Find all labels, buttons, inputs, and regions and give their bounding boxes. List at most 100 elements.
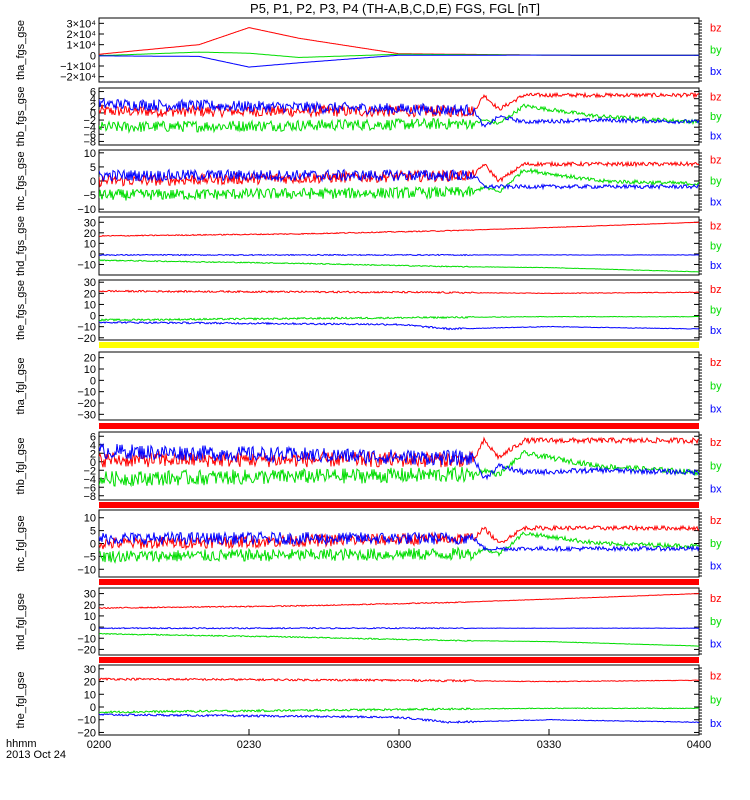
y-tick-label: 5 bbox=[90, 526, 96, 538]
series-by-line bbox=[99, 259, 699, 273]
y-axis-label: tha_fgl_gse bbox=[15, 358, 27, 415]
series-bz-line bbox=[99, 160, 699, 188]
y-tick-label: 10 bbox=[84, 689, 96, 701]
y-tick-label: −20 bbox=[77, 333, 96, 345]
series-bx-line bbox=[99, 530, 699, 553]
panel-frame bbox=[98, 431, 700, 501]
status-bar bbox=[99, 342, 699, 348]
legend-by: by bbox=[710, 111, 722, 123]
y-tick-label: 10 bbox=[84, 238, 96, 250]
y-tick-label: 30 bbox=[84, 664, 96, 676]
legend-bz: bz bbox=[710, 437, 722, 449]
series-by-line bbox=[99, 632, 699, 647]
x-tick-label: 0230 bbox=[237, 739, 261, 751]
legend-bz: bz bbox=[710, 284, 722, 296]
time-label-hhmm: hhmm bbox=[6, 738, 37, 750]
legend-bx: bx bbox=[710, 325, 722, 337]
y-tick-label: 0 bbox=[90, 539, 96, 551]
panel-frame bbox=[98, 587, 700, 656]
series-bx-line bbox=[99, 97, 699, 128]
series-bz-line bbox=[99, 436, 699, 468]
y-tick-label: 0 bbox=[90, 311, 96, 323]
y-tick-label: 20 bbox=[84, 600, 96, 612]
legend-by: by bbox=[710, 175, 722, 187]
y-axis-label: thd_fgl_gse bbox=[15, 593, 27, 650]
y-tick-label: −10 bbox=[77, 259, 96, 271]
series-bx-line bbox=[99, 168, 699, 191]
legend-by: by bbox=[710, 616, 722, 628]
y-tick-label: 5 bbox=[90, 162, 96, 174]
y-tick-label: 20 bbox=[84, 677, 96, 689]
legend-bz: bz bbox=[710, 357, 722, 369]
y-tick-label: 10 bbox=[84, 299, 96, 311]
series-by-line bbox=[99, 450, 699, 488]
series-bz-line bbox=[99, 524, 699, 551]
y-tick-label: 3×10⁴ bbox=[66, 18, 96, 30]
x-tick-label: 0330 bbox=[537, 739, 561, 751]
y-tick-label: −6 bbox=[83, 129, 96, 141]
y-tick-label: −10 bbox=[77, 633, 96, 645]
legend-bx: bx bbox=[710, 718, 722, 730]
legend-by: by bbox=[710, 44, 722, 56]
y-axis-label: thc_fgs_gse bbox=[15, 151, 27, 210]
status-bar bbox=[99, 657, 699, 663]
status-bar bbox=[99, 502, 699, 508]
y-tick-label: 2 bbox=[90, 448, 96, 460]
y-tick-label: 10 bbox=[84, 364, 96, 376]
y-tick-label: 0 bbox=[90, 375, 96, 387]
y-axis-label: the_fgs_gse bbox=[15, 280, 27, 340]
legend-bz: bz bbox=[710, 671, 722, 683]
y-tick-label: −4 bbox=[83, 122, 96, 134]
legend-bz: bz bbox=[710, 23, 722, 35]
legend-bx: bx bbox=[710, 130, 722, 142]
y-axis-label: thd_fgs_gse bbox=[15, 216, 27, 276]
y-tick-label: −20 bbox=[77, 398, 96, 410]
y-tick-label: 10 bbox=[84, 513, 96, 525]
status-bar bbox=[99, 579, 699, 585]
y-tick-label: 0 bbox=[90, 176, 96, 188]
y-tick-label: 2 bbox=[90, 101, 96, 113]
y-tick-label: −8 bbox=[83, 136, 96, 148]
y-tick-label: −10 bbox=[77, 204, 96, 216]
y-axis-label: thc_fgl_gse bbox=[15, 515, 27, 571]
legend-by: by bbox=[710, 538, 722, 550]
legend-bx: bx bbox=[710, 196, 722, 208]
series-bx-line bbox=[99, 54, 699, 68]
legend-by: by bbox=[710, 380, 722, 392]
series-bx-line bbox=[99, 626, 699, 630]
y-tick-label: 4 bbox=[90, 440, 96, 452]
y-tick-label: −2 bbox=[83, 115, 96, 127]
series-bz-line bbox=[99, 289, 699, 295]
y-tick-label: −10 bbox=[77, 322, 96, 334]
y-tick-label: 10 bbox=[84, 611, 96, 623]
chart-title: P5, P1, P2, P3, P4 (TH-A,B,C,D,E) FGS, F… bbox=[250, 1, 540, 16]
y-tick-label: 20 bbox=[84, 353, 96, 365]
y-tick-label: 30 bbox=[84, 217, 96, 229]
series-bx-line bbox=[99, 713, 699, 724]
series-by-line bbox=[99, 315, 699, 322]
y-tick-label: −20 bbox=[77, 727, 96, 739]
y-tick-label: 20 bbox=[84, 228, 96, 240]
status-bar bbox=[99, 423, 699, 429]
legend-bz: bz bbox=[710, 593, 722, 605]
legend-bx: bx bbox=[710, 66, 722, 78]
y-tick-label: −20 bbox=[77, 644, 96, 656]
series-bz-line bbox=[99, 592, 699, 610]
y-tick-label: −10 bbox=[77, 715, 96, 727]
legend-bz: bz bbox=[710, 515, 722, 527]
legend-bx: bx bbox=[710, 483, 722, 495]
legend-by: by bbox=[710, 240, 722, 252]
series-bz-line bbox=[99, 91, 699, 119]
y-tick-label: 30 bbox=[84, 277, 96, 289]
panel-frame bbox=[98, 351, 700, 421]
y-tick-label: 6 bbox=[90, 87, 96, 99]
legend-bz: bz bbox=[710, 154, 722, 166]
